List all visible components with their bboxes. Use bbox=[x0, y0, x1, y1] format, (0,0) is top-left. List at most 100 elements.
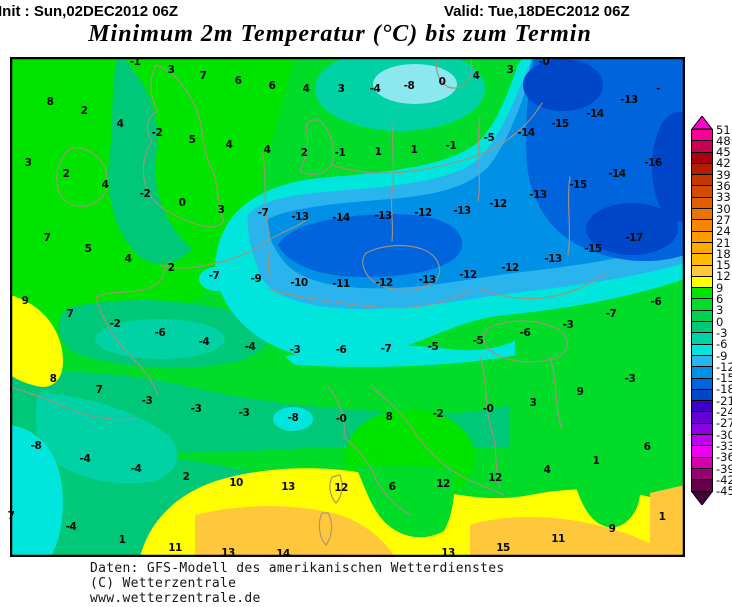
legend-tick-label: -36 bbox=[716, 450, 732, 465]
legend-tick-label: 30 bbox=[716, 201, 731, 216]
legend-band bbox=[692, 175, 712, 187]
zone-amber-east bbox=[470, 516, 672, 557]
legend-band bbox=[692, 401, 712, 413]
legend-tick-label: -15 bbox=[716, 371, 732, 386]
coast-ireland bbox=[56, 147, 108, 207]
island-sardinia bbox=[318, 512, 333, 546]
zone-paris-cyan-spot bbox=[199, 267, 235, 291]
temperature-label: -6 bbox=[154, 327, 166, 339]
temperature-label: -2 bbox=[151, 127, 163, 139]
temperature-label: 4 bbox=[543, 464, 551, 476]
temperature-label: 1 bbox=[374, 146, 382, 158]
temperature-label: - bbox=[656, 83, 660, 95]
temperature-label: -4 bbox=[65, 521, 77, 533]
legend-band bbox=[692, 220, 712, 232]
temperature-label: 1 bbox=[658, 511, 666, 523]
temperature-label: 12 bbox=[334, 482, 348, 494]
legend-tick-label: -42 bbox=[716, 472, 732, 487]
legend-band bbox=[692, 186, 712, 198]
temperature-label: -10 bbox=[290, 277, 308, 289]
temperature-label: 7 bbox=[66, 308, 74, 320]
temperature-label: -15 bbox=[584, 243, 602, 255]
legend-band bbox=[692, 435, 712, 447]
coast-adriatic bbox=[371, 386, 505, 496]
legend-tick-label: -45 bbox=[716, 484, 732, 499]
temperature-label: 5 bbox=[84, 243, 92, 255]
legend-band bbox=[692, 389, 712, 402]
temperature-label: -12 bbox=[501, 262, 519, 274]
temperature-label: -14 bbox=[332, 212, 350, 224]
legend-tick-label: 3 bbox=[716, 303, 724, 318]
temperature-label: 7 bbox=[199, 70, 207, 82]
temperature-label: -13 bbox=[453, 205, 471, 217]
legend-tick-label: 42 bbox=[716, 156, 731, 171]
temperature-label: -13 bbox=[529, 189, 547, 201]
border-alps bbox=[267, 288, 473, 309]
temperature-label: -0 bbox=[482, 403, 494, 415]
coast-great-britain bbox=[142, 64, 225, 228]
legend-arrow-down bbox=[691, 491, 713, 505]
border-balkans-2 bbox=[549, 356, 563, 430]
temperature-label: 3 bbox=[217, 204, 225, 216]
geography-lines bbox=[10, 57, 607, 546]
temperature-label: 1 bbox=[592, 455, 600, 467]
temperature-label: -2 bbox=[432, 408, 444, 420]
legend-band bbox=[692, 130, 712, 142]
legend-tick-label: 24 bbox=[716, 224, 731, 239]
temperature-label: -14 bbox=[586, 108, 604, 120]
legend-band bbox=[692, 231, 712, 243]
temperature-label: -11 bbox=[332, 278, 350, 290]
zone-deep-blue-2 bbox=[586, 203, 678, 255]
legend-band bbox=[692, 446, 712, 458]
temperature-label: 3 bbox=[167, 64, 175, 76]
temperature-label: -8 bbox=[403, 80, 415, 92]
temperature-labels: -1 3 7 6 8 2 4 -2 5 4 3 2 4 -2 0 3 6 4 3 -4 -8 0 4 2 -1 1 1 -1 -7 -13… bbox=[8, 56, 685, 560]
zone-central-teal bbox=[95, 319, 225, 359]
temperature-label: 4 bbox=[263, 144, 271, 156]
temperature-label: 6 bbox=[388, 481, 396, 493]
zone-royal-west bbox=[278, 213, 463, 277]
legend-tick-label: -30 bbox=[716, 427, 732, 442]
temperature-label: 11 bbox=[168, 542, 182, 554]
temperature-label: -4 bbox=[244, 341, 256, 353]
temperature-label: -2 bbox=[109, 318, 121, 330]
temperature-label: -8 bbox=[287, 412, 299, 424]
temperature-label: 12 bbox=[488, 472, 502, 484]
temperature-label: -7 bbox=[257, 207, 269, 219]
temperature-label: -1 bbox=[129, 56, 141, 68]
border-poland-east bbox=[477, 116, 571, 256]
legend-tick-label: 21 bbox=[716, 235, 731, 250]
temperature-label: -7 bbox=[605, 308, 617, 320]
footer-line-copyright: (C) Wetterzentrale bbox=[90, 576, 237, 591]
border-balkans-1 bbox=[479, 356, 501, 488]
zone-bottomleft-teal bbox=[35, 392, 178, 484]
temperature-label: 15 bbox=[496, 542, 510, 554]
border-hungary bbox=[483, 320, 568, 363]
legend-tick-label: 27 bbox=[716, 212, 731, 227]
legend-band bbox=[692, 254, 712, 266]
temperature-label: 0 bbox=[438, 76, 446, 88]
border-france-germany bbox=[261, 152, 271, 282]
temperature-label: -7 bbox=[380, 343, 392, 355]
legend-tick-label: 15 bbox=[716, 258, 731, 273]
footer-line-data-source: Daten: GFS-Modell des amerikanischen Wet… bbox=[90, 561, 505, 576]
temperature-label: -5 bbox=[483, 132, 495, 144]
temperature-label: 4 bbox=[124, 253, 132, 265]
legend-band bbox=[692, 197, 712, 210]
coast-spain-north bbox=[10, 386, 135, 421]
temperature-label: 3 bbox=[506, 64, 514, 76]
temperature-label: 2 bbox=[300, 147, 308, 159]
zone-biscay-cyan bbox=[10, 425, 63, 557]
init-datetime-label: Init : Sun,02DEC2012 06Z bbox=[0, 3, 179, 20]
coast-italy-west bbox=[327, 386, 411, 516]
legend-tick-label: -21 bbox=[716, 393, 732, 408]
temperature-label: 3 bbox=[24, 157, 32, 169]
temperature-label: 2 bbox=[182, 471, 190, 483]
temperature-label: -17 bbox=[625, 232, 643, 244]
temperature-label: -12 bbox=[375, 277, 393, 289]
legend-tick-label: 51 bbox=[716, 122, 731, 137]
zone-uk-seagreen bbox=[108, 57, 192, 264]
temperature-label: -0 bbox=[335, 413, 347, 425]
temperature-label: 4 bbox=[116, 118, 124, 130]
valid-datetime-label: Valid: Tue,18DEC2012 06Z bbox=[444, 3, 630, 20]
